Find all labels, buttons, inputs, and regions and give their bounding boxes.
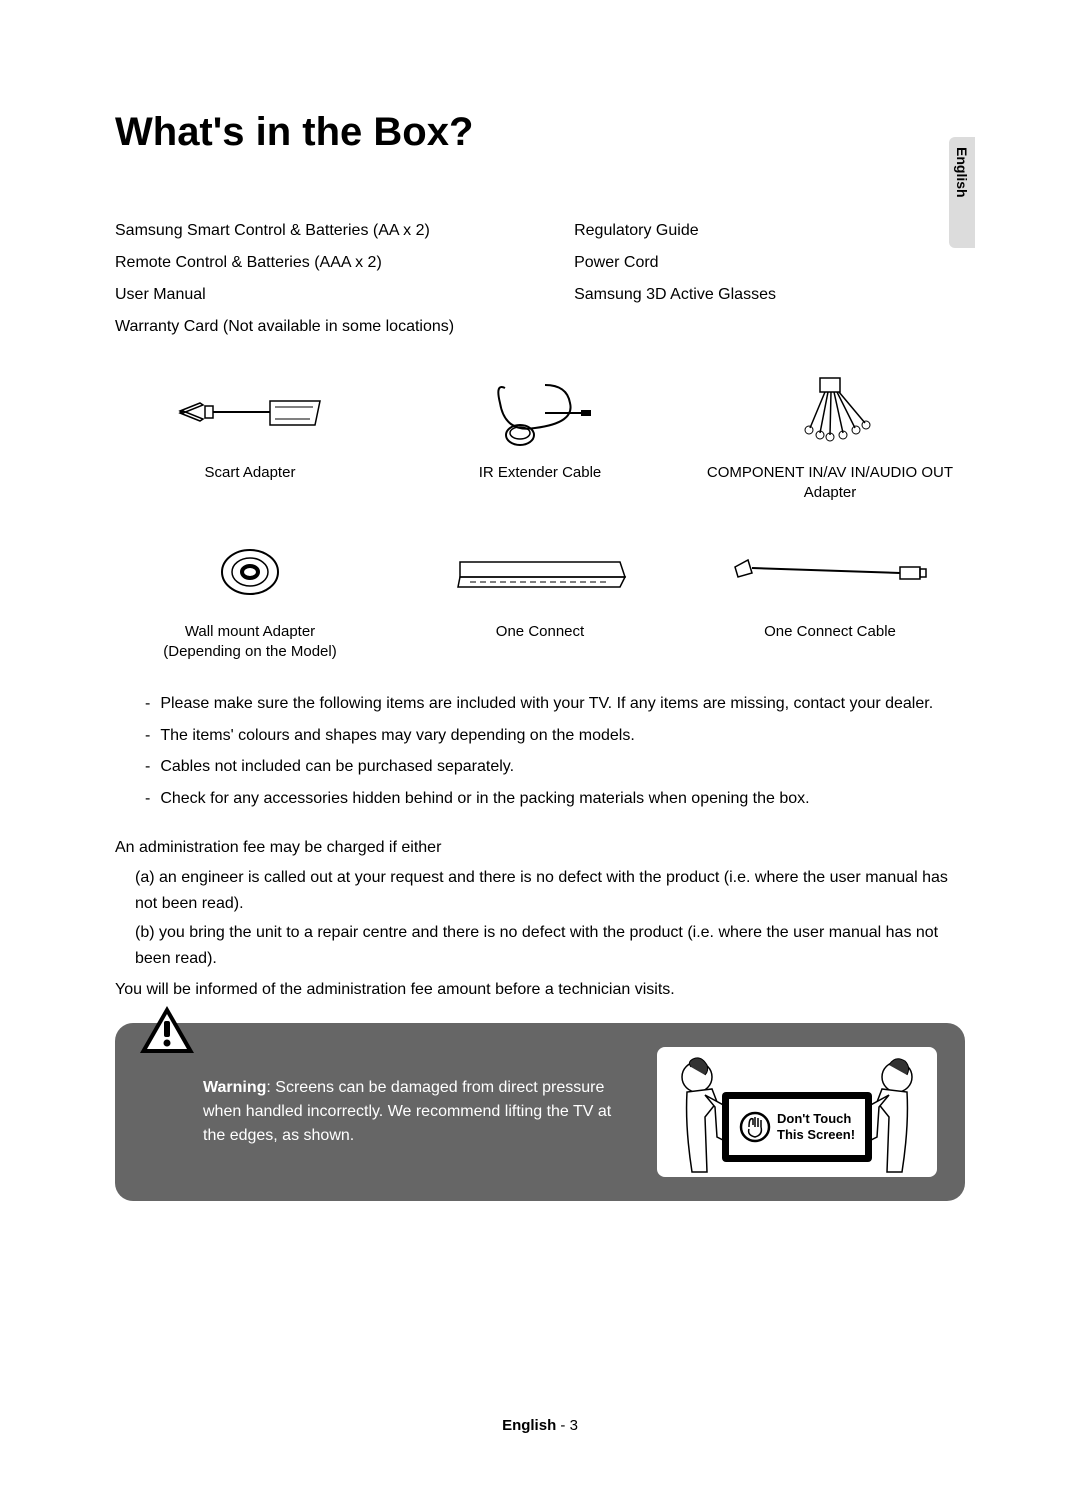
accessory-component-adapter: COMPONENT IN/AV IN/AUDIO OUT Adapter [695,373,965,502]
left-column: Samsung Smart Control & Batteries (AA x … [115,215,454,343]
caption: IR Extender Cable [405,463,675,483]
page: English What's in the Box? Samsung Smart… [0,0,1080,1494]
one-connect-cable-icon [695,532,965,612]
caption: COMPONENT IN/AV IN/AUDIO OUT Adapter [695,463,965,502]
note-item: Cables not included can be purchased sep… [115,754,965,780]
list-item: Warranty Card (Not available in some loc… [115,311,454,343]
page-title: What's in the Box? [115,110,965,155]
footer-page: - 3 [556,1417,578,1434]
right-column: Regulatory Guide Power Cord Samsung 3D A… [574,215,776,343]
list-item: Power Cord [574,247,776,279]
list-item: User Manual [115,279,454,311]
accessory-ir-extender: IR Extender Cable [405,373,675,502]
admin-intro: An administration fee may be charged if … [115,835,965,861]
footer-language: English [502,1417,556,1434]
list-item: Remote Control & Batteries (AAA x 2) [115,247,454,279]
warning-triangle-icon [137,1003,197,1058]
dont-touch-line2: This Screen! [777,1127,855,1142]
warning-text: Warning: Screens can be damaged from dir… [143,1076,637,1148]
admin-fee-section: An administration fee may be charged if … [115,835,965,1003]
list-item: Regulatory Guide [574,215,776,247]
wall-mount-adapter-icon [115,532,385,612]
list-item: Samsung Smart Control & Batteries (AA x … [115,215,454,247]
warning-box: Warning: Screens can be damaged from dir… [115,1023,965,1201]
tv-handling-illustration: Don't Touch This Screen! [657,1047,937,1177]
ir-extender-icon [405,373,675,453]
caption: Scart Adapter [115,463,385,483]
admin-outro: You will be informed of the administrati… [115,977,965,1003]
accessory-one-connect: One Connect [405,532,675,661]
accessory-one-connect-cable: One Connect Cable [695,532,965,661]
accessory-wall-mount: Wall mount Adapter (Depending on the Mod… [115,532,385,661]
one-connect-box-icon [405,532,675,612]
language-tab: English [949,137,975,248]
note-item: The items' colours and shapes may vary d… [115,723,965,749]
dont-touch-line1: Don't Touch [777,1111,851,1126]
admin-a: (a) an engineer is called out at your re… [135,865,965,916]
accessory-scart: Scart Adapter [115,373,385,502]
page-footer: English - 3 [0,1417,1080,1434]
note-item: Please make sure the following items are… [115,691,965,717]
warning-label: Warning [203,1079,266,1096]
caption: One Connect Cable [695,622,965,642]
note-item: Check for any accessories hidden behind … [115,786,965,812]
caption: Wall mount Adapter (Depending on the Mod… [115,622,385,661]
accessories-grid: Scart Adapter IR Extender Cable [115,373,965,661]
list-item: Samsung 3D Active Glasses [574,279,776,311]
scart-adapter-icon [115,373,385,453]
admin-b: (b) you bring the unit to a repair centr… [135,920,965,971]
component-adapter-icon [695,373,965,453]
notes-list: Please make sure the following items are… [115,691,965,811]
box-contents-columns: Samsung Smart Control & Batteries (AA x … [115,215,965,343]
caption: One Connect [405,622,675,642]
